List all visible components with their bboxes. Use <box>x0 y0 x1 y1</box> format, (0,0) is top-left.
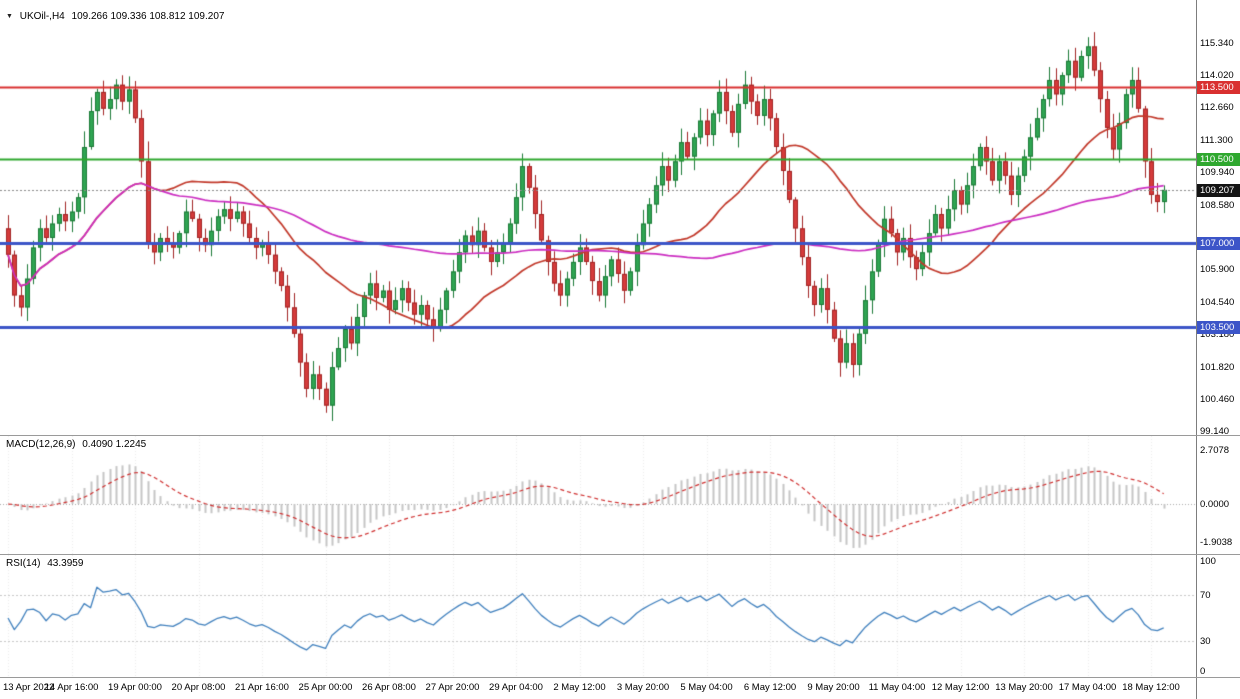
price-axis-label: 100.460 <box>1200 394 1235 406</box>
macd-indicator-chart[interactable] <box>0 436 1196 554</box>
pane-separator-main-macd[interactable] <box>0 435 1240 436</box>
time-axis-label: 20 Apr 08:00 <box>171 682 226 693</box>
time-axis[interactable]: 13 Apr 2022 14 Apr 16:00 19 Apr 00:00 20 Ap… <box>0 678 1196 699</box>
pane-separator-rsi-timeaxis <box>0 677 1240 678</box>
pane-separator-macd-rsi[interactable] <box>0 554 1240 555</box>
price-level-badge: 103.500 <box>1197 320 1240 334</box>
price-level-badge: 113.500 <box>1197 81 1240 95</box>
price-axis-label: 99.140 <box>1200 425 1230 437</box>
rsi-axis-label: 0 <box>1200 666 1206 677</box>
macd-axis-label: 0.0000 <box>1200 499 1230 510</box>
price-axis-label: 115.340 <box>1200 38 1234 50</box>
symbol-dropdown-icon[interactable]: ▼ <box>6 13 13 20</box>
time-axis-label: 3 May 20:00 <box>616 682 670 693</box>
macd-axis-label: -1.9038 <box>1200 537 1233 548</box>
time-axis-label: 18 May 12:00 <box>1122 682 1180 693</box>
time-axis-label: 14 Apr 16:00 <box>44 682 99 693</box>
time-axis-label: 17 May 04:00 <box>1058 682 1117 693</box>
chart-symbol-ohlc-label: ▼ UKOil-,H4 109.266 109.336 108.812 109.… <box>6 11 224 22</box>
time-axis-label: 25 Apr 00:00 <box>298 682 353 693</box>
price-axis-label: 114.020 <box>1200 69 1234 81</box>
rsi-indicator-value: 43.3959 <box>47 558 84 569</box>
time-axis-label: 9 May 20:00 <box>807 682 860 693</box>
price-axis-label: 112.660 <box>1200 102 1234 114</box>
rsi-axis-label: 70 <box>1200 590 1211 601</box>
macd-indicator-values: 0.4090 1.2245 <box>82 439 147 450</box>
price-axis[interactable]: 115.340 114.020 112.660 111.300 109.940 108.5… <box>1196 0 1240 699</box>
time-axis-label: 29 Apr 04:00 <box>489 682 543 693</box>
current-price-badge: 109.207 <box>1197 183 1240 197</box>
time-axis-label: 21 Apr 16:00 <box>235 682 289 693</box>
time-axis-label: 6 May 12:00 <box>743 682 797 693</box>
macd-axis-label: 2.7078 <box>1200 445 1230 456</box>
price-axis-label: 109.940 <box>1200 167 1235 179</box>
time-axis-label: 19 Apr 00:00 <box>108 682 162 693</box>
time-axis-label: 11 May 04:00 <box>868 682 926 693</box>
rsi-indicator-chart[interactable] <box>0 555 1196 677</box>
main-price-chart[interactable] <box>0 0 1196 435</box>
macd-indicator-name: MACD(12,26,9) <box>6 439 76 450</box>
time-axis-label: 12 May 12:00 <box>931 682 990 693</box>
rsi-axis-label: 30 <box>1200 636 1211 647</box>
price-axis-label: 111.300 <box>1200 134 1233 146</box>
symbol-name: UKOil-,H4 <box>19 11 65 22</box>
price-axis-label: 103.180 <box>1200 329 1235 341</box>
rsi-indicator-name: RSI(14) <box>6 558 41 569</box>
time-axis-label: 2 May 12:00 <box>553 682 606 693</box>
macd-pane-label: MACD(12,26,9) 0.4090 1.2245 <box>6 439 146 450</box>
time-axis-label: 13 Apr 2022 <box>3 682 55 693</box>
price-axis-label: 105.900 <box>1200 264 1235 276</box>
rsi-pane-label: RSI(14) 43.3959 <box>6 558 83 569</box>
price-axis-label: 108.580 <box>1200 199 1235 211</box>
price-level-badge: 107.000 <box>1197 236 1240 250</box>
price-axis-label: 101.820 <box>1200 361 1235 373</box>
price-level-badge: 110.500 <box>1197 152 1240 166</box>
time-axis-label: 27 Apr 20:00 <box>425 682 480 693</box>
time-axis-label: 26 Apr 08:00 <box>362 682 416 693</box>
rsi-axis-label: 100 <box>1200 556 1216 567</box>
symbol-ohlc-values: 109.266 109.336 108.812 109.207 <box>71 11 225 22</box>
time-axis-label: 13 May 20:00 <box>995 682 1053 693</box>
price-axis-label: 104.540 <box>1200 296 1235 308</box>
time-axis-label: 5 May 04:00 <box>680 682 733 693</box>
